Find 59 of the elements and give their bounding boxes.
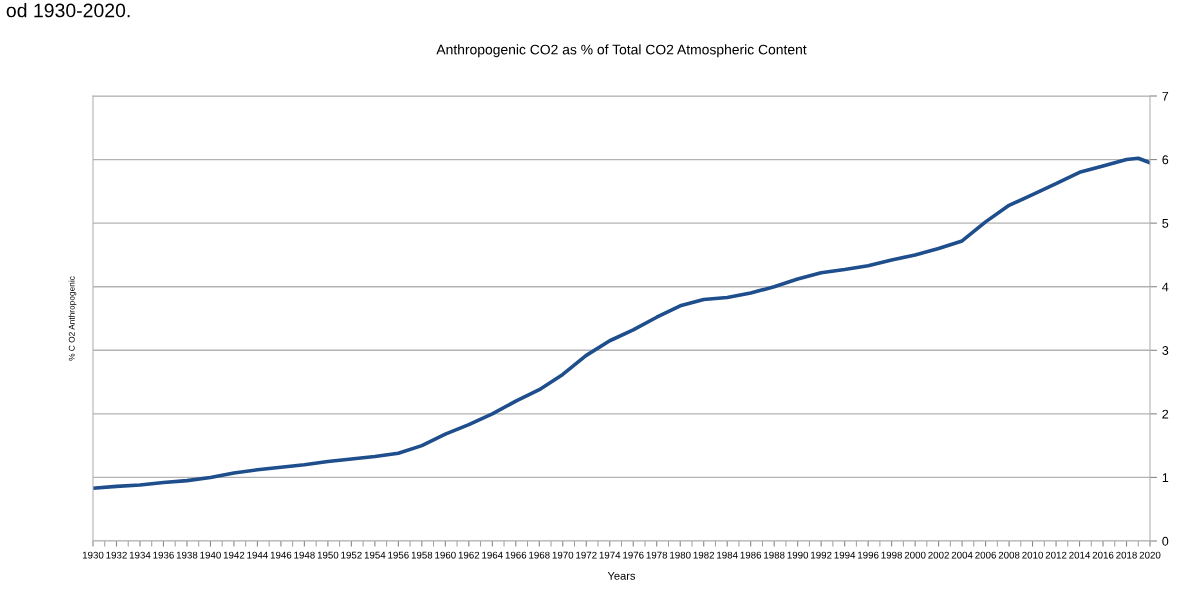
x-tick-label: 1946 <box>270 551 292 559</box>
x-tick-label: 2004 <box>951 551 973 559</box>
y-tick-label: 3 <box>1162 346 1169 355</box>
x-tick-label: 1938 <box>176 551 198 559</box>
line-series <box>93 156 1150 491</box>
x-tick-label: 1982 <box>693 551 715 559</box>
x-tick-label: 2002 <box>928 551 949 559</box>
x-tick-label: 1966 <box>505 551 527 559</box>
x-tick-label: 1944 <box>247 551 268 559</box>
x-tick-label: 1942 <box>223 551 245 559</box>
y-tick-label: 5 <box>1162 219 1169 228</box>
x-tick-label: 1954 <box>364 551 386 559</box>
x-tick-label: 1968 <box>529 551 550 559</box>
x-tick-label: 1940 <box>200 551 221 559</box>
x-tick-label: 2010 <box>1022 551 1043 559</box>
x-tick-label: 1958 <box>411 551 433 559</box>
x-tick-label: 1992 <box>811 551 832 559</box>
x-tick-label: 2012 <box>1045 551 1067 559</box>
x-tick-label: 1950 <box>317 551 339 559</box>
x-tick-label: 1976 <box>623 551 644 559</box>
x-tick-label: 1988 <box>764 551 785 559</box>
y-tick-label: 0 <box>1162 536 1169 546</box>
x-tick-label: 2014 <box>1069 551 1091 559</box>
x-tick-label: 1964 <box>482 551 503 559</box>
x-tick-label: 2006 <box>975 551 996 559</box>
x-tick-label: 1998 <box>881 551 903 559</box>
x-tick-label: 1972 <box>576 551 597 559</box>
x-tick-label: 1934 <box>129 551 151 559</box>
text: od 1930-2020. <box>6 3 130 18</box>
x-tick-label: 1930 <box>82 551 104 559</box>
y-tick-label: 7 <box>1162 91 1169 101</box>
y-tick-label: 4 <box>1162 282 1169 292</box>
x-tick-label: 1978 <box>646 551 668 559</box>
x-tick-label: 1996 <box>858 551 879 559</box>
x-tick-label: 1962 <box>458 551 480 559</box>
x-tick-label: 1936 <box>153 551 174 559</box>
x-tick-label: 1952 <box>341 551 362 559</box>
x-tick-label: 1960 <box>435 551 456 559</box>
x-tick-label: 1990 <box>787 551 809 559</box>
x-tick-label: 2020 <box>1139 551 1161 559</box>
x-tick-label: 1974 <box>599 551 621 559</box>
x-tick-label: 2008 <box>998 551 1020 559</box>
x-tick-label: 2016 <box>1092 551 1114 559</box>
x-tick-label: 1994 <box>834 551 856 559</box>
x-tick-label: 1980 <box>670 551 691 559</box>
x-tick-label: 1948 <box>294 551 315 559</box>
x-tick-label: 2018 <box>1116 551 1137 559</box>
x-tick-label: 2000 <box>904 551 926 559</box>
x-tick-label: 1956 <box>388 551 409 559</box>
x-tick-label: 1970 <box>552 551 574 559</box>
y-tick-label: 2 <box>1162 409 1169 419</box>
x-tick-label: 1986 <box>740 551 762 559</box>
y-axis-title: % C O2 Anthropogenic <box>68 276 77 361</box>
y-tick-label: 6 <box>1162 155 1169 165</box>
y-tick-label: 1 <box>1162 473 1169 482</box>
x-tick-label: 1984 <box>717 551 738 559</box>
chart-title: Anthropogenic CO2 as % of Total CO2 Atmospheric Content <box>436 44 807 58</box>
x-axis-title: Years <box>607 572 636 580</box>
x-tick-label: 1932 <box>106 551 127 559</box>
